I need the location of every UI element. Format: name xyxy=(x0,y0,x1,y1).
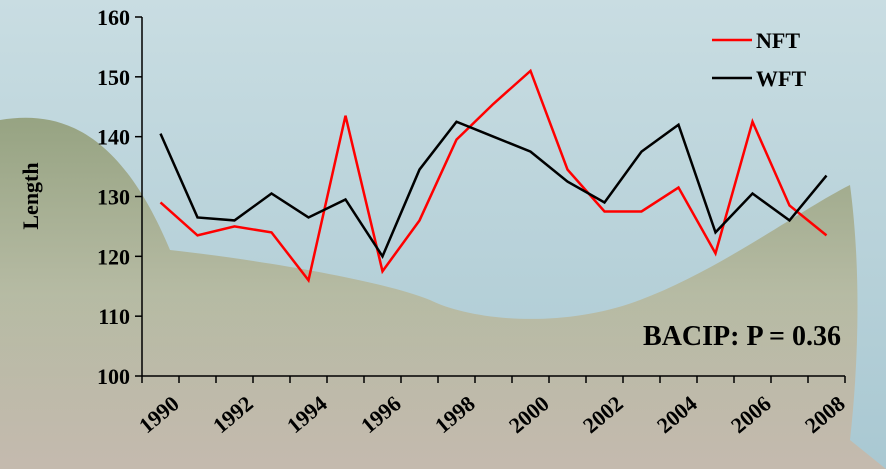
series-line xyxy=(159,68,828,284)
y-axis-label: Length xyxy=(18,162,43,229)
y-tick-label: 130 xyxy=(97,185,130,210)
legend-label: NFT xyxy=(756,28,800,53)
series-line xyxy=(159,120,828,259)
y-tick-label: 150 xyxy=(97,65,130,90)
y-tick-label: 100 xyxy=(97,364,130,389)
fish-photo xyxy=(0,117,886,469)
legend-label: WFT xyxy=(756,66,806,91)
y-tick-label: 120 xyxy=(97,244,130,269)
y-tick-label: 160 xyxy=(97,5,130,30)
y-tick-label: 110 xyxy=(98,304,130,329)
y-tick-label: 140 xyxy=(97,125,130,150)
annotation: BACIP: P = 0.36 xyxy=(643,321,841,352)
